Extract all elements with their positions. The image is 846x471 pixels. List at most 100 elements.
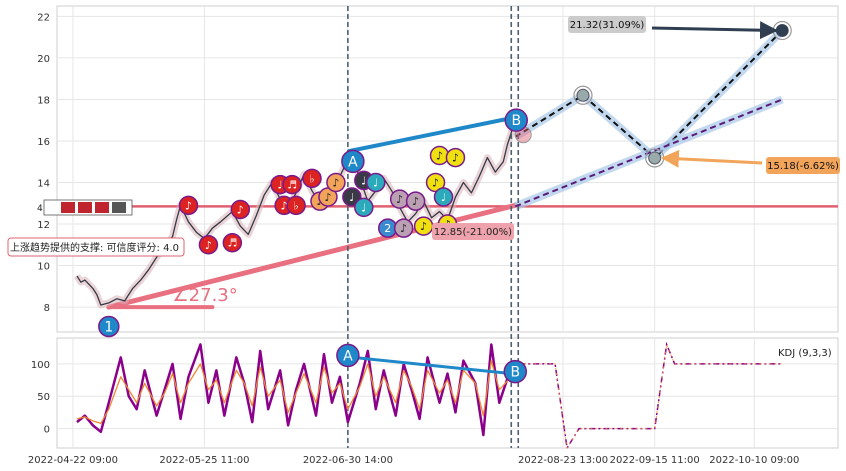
signal-marker: ♪ bbox=[393, 218, 414, 238]
signal-marker-glyph: ♬ bbox=[287, 179, 297, 192]
forecast-support-path bbox=[514, 98, 783, 208]
signal-marker: ♪ bbox=[413, 216, 434, 236]
x-tick-label: 2022-06-30 14:00 bbox=[303, 455, 393, 466]
kdj-forecast-line-secondary bbox=[519, 342, 783, 450]
price-y-tick: 22 bbox=[37, 12, 50, 23]
legend-widget-swatch bbox=[112, 202, 126, 213]
signal-marker-dot bbox=[445, 147, 466, 168]
kdj-badge-a-circle bbox=[336, 343, 360, 368]
ab-connector bbox=[347, 116, 512, 154]
kdj-badge-b: B bbox=[503, 359, 528, 384]
x-tick-label: 2022-05-25 11:00 bbox=[159, 455, 249, 466]
x-tick-label: 2022-04-22 09:00 bbox=[28, 455, 118, 466]
kdj-badge-b-circle bbox=[503, 359, 528, 384]
callout-low: 15.18(-6.62%) bbox=[660, 149, 840, 174]
signal-marker-dot bbox=[198, 235, 219, 255]
signal-marker: ♪ bbox=[429, 145, 450, 166]
badge-a: A bbox=[341, 149, 365, 174]
signal-marker-glyph: ♪ bbox=[237, 203, 244, 216]
signal-marker-dot bbox=[302, 168, 322, 189]
kdj-title: KDJ (9,3,3) bbox=[778, 348, 832, 359]
kdj-ab-connector bbox=[352, 355, 512, 376]
signal-marker-glyph: ♭ bbox=[293, 199, 298, 212]
badge-b: B bbox=[504, 108, 529, 132]
signal-marker: ♭ bbox=[286, 195, 306, 216]
legend-widget: 4 bbox=[37, 199, 133, 216]
callout-low-text: 15.18(-6.62%) bbox=[767, 161, 839, 172]
signal-marker-glyph: ♪ bbox=[432, 176, 439, 189]
signal-marker: ♪ bbox=[405, 191, 426, 211]
price-y-tick: 16 bbox=[37, 137, 50, 148]
callout-support-box bbox=[432, 223, 514, 240]
grid-lines bbox=[57, 6, 838, 448]
signal-marker: ♪ bbox=[178, 195, 199, 216]
signal-marker-glyph: ♩ bbox=[278, 179, 283, 192]
signal-marker: ♭ bbox=[302, 168, 322, 189]
price-panel-frame bbox=[56, 5, 839, 333]
signal-marker-glyph: ♪ bbox=[324, 191, 331, 204]
legend-widget-text: 4 bbox=[37, 204, 43, 214]
forecast-paths bbox=[513, 20, 792, 211]
signal-marker-dot bbox=[433, 187, 454, 207]
callout-target-text: 21.32(31.09%) bbox=[570, 20, 645, 31]
signal-marker-glyph: ♪ bbox=[205, 239, 212, 252]
x-tick-label: 2022-08-23 13:00 bbox=[518, 455, 608, 466]
signal-marker-glyph: ♭ bbox=[309, 172, 314, 185]
signal-marker-glyph: ♪ bbox=[400, 222, 407, 235]
signal-marker: ♩ bbox=[433, 187, 454, 207]
signal-marker: ♩ bbox=[354, 197, 374, 218]
badge-b-label: B bbox=[511, 113, 521, 129]
signal-marker-glyph: ♩ bbox=[373, 176, 378, 189]
price-y-tick: 12 bbox=[37, 220, 50, 231]
forecast-target-point bbox=[776, 24, 789, 37]
kdj-panel-frame bbox=[56, 337, 839, 449]
legend-widget-swatch bbox=[78, 202, 92, 213]
signal-marker-glyph: ♩ bbox=[361, 201, 366, 214]
signal-marker-glyph: ♪ bbox=[452, 152, 459, 165]
signal-marker: ♬ bbox=[282, 174, 302, 195]
signal-marker-glyph: ♪ bbox=[332, 176, 339, 189]
x-tick-labels: 2022-04-22 09:00 2022-05-25 11:00 2022-06-… bbox=[28, 455, 800, 466]
callout-target: 21.32(31.09%) bbox=[568, 16, 779, 40]
signal-marker-glyph: ♩ bbox=[349, 191, 354, 204]
y-tick-labels: 8 10 12 14 16 18 20 22 0 50 100 bbox=[31, 12, 50, 435]
signal-marker-dot bbox=[286, 195, 306, 216]
signal-marker-dot bbox=[178, 195, 199, 216]
signal-marker-glyph: ♪ bbox=[396, 193, 403, 206]
signal-marker-dot bbox=[222, 232, 243, 253]
signal-marker-glyph: 2 bbox=[384, 222, 391, 235]
signal-marker: ♪ bbox=[389, 189, 410, 209]
price-y-tick: 14 bbox=[37, 178, 50, 189]
signal-marker-glyph: ♪ bbox=[281, 199, 288, 212]
signal-marker-dot bbox=[282, 174, 302, 195]
kdj-series: AB bbox=[76, 341, 783, 451]
signal-marker: ♪ bbox=[230, 199, 251, 220]
price-y-tick: 8 bbox=[44, 303, 50, 314]
badge-start-circle bbox=[98, 315, 120, 338]
signal-marker-dot bbox=[366, 172, 386, 193]
kdj-d-line bbox=[76, 359, 512, 425]
signal-marker-glyph: ♩ bbox=[441, 191, 446, 204]
callout-target-arrow bbox=[651, 21, 779, 40]
badge-start: 1 bbox=[98, 315, 120, 338]
kdj-badge-b-label: B bbox=[510, 365, 520, 381]
signal-marker-glyph: ♪ bbox=[185, 199, 192, 212]
signal-marker-glyph: ♩ bbox=[361, 174, 366, 187]
forecast-point bbox=[648, 151, 662, 165]
signal-marker-glyph: ♪ bbox=[412, 195, 419, 208]
kdj-y-tick: 0 bbox=[44, 425, 50, 436]
legend-widget-swatch bbox=[95, 202, 109, 213]
signal-marker-dot bbox=[230, 199, 251, 220]
support-legend-box: 上涨趋势提供的支撑: 可信度评分: 4.0 bbox=[7, 237, 185, 257]
x-tick-label: 2022-09-15 11:00 bbox=[610, 455, 700, 466]
callouts: 21.32(31.09%) 15.18(-6.62%) 12.85(-21.00%) bbox=[432, 16, 840, 240]
badge-b-circle bbox=[504, 108, 529, 132]
forecast-point bbox=[576, 88, 590, 102]
kdj-badge-a: A bbox=[336, 343, 360, 368]
signal-marker: ♪ bbox=[326, 172, 346, 193]
callout-support-text: 12.85(-21.00%) bbox=[434, 227, 512, 238]
signal-marker-dot bbox=[393, 218, 414, 238]
support-label: 上涨趋势提供的支撑: 可信度评分: 4.0 bbox=[10, 241, 179, 254]
signal-marker: ♪ bbox=[198, 235, 219, 255]
